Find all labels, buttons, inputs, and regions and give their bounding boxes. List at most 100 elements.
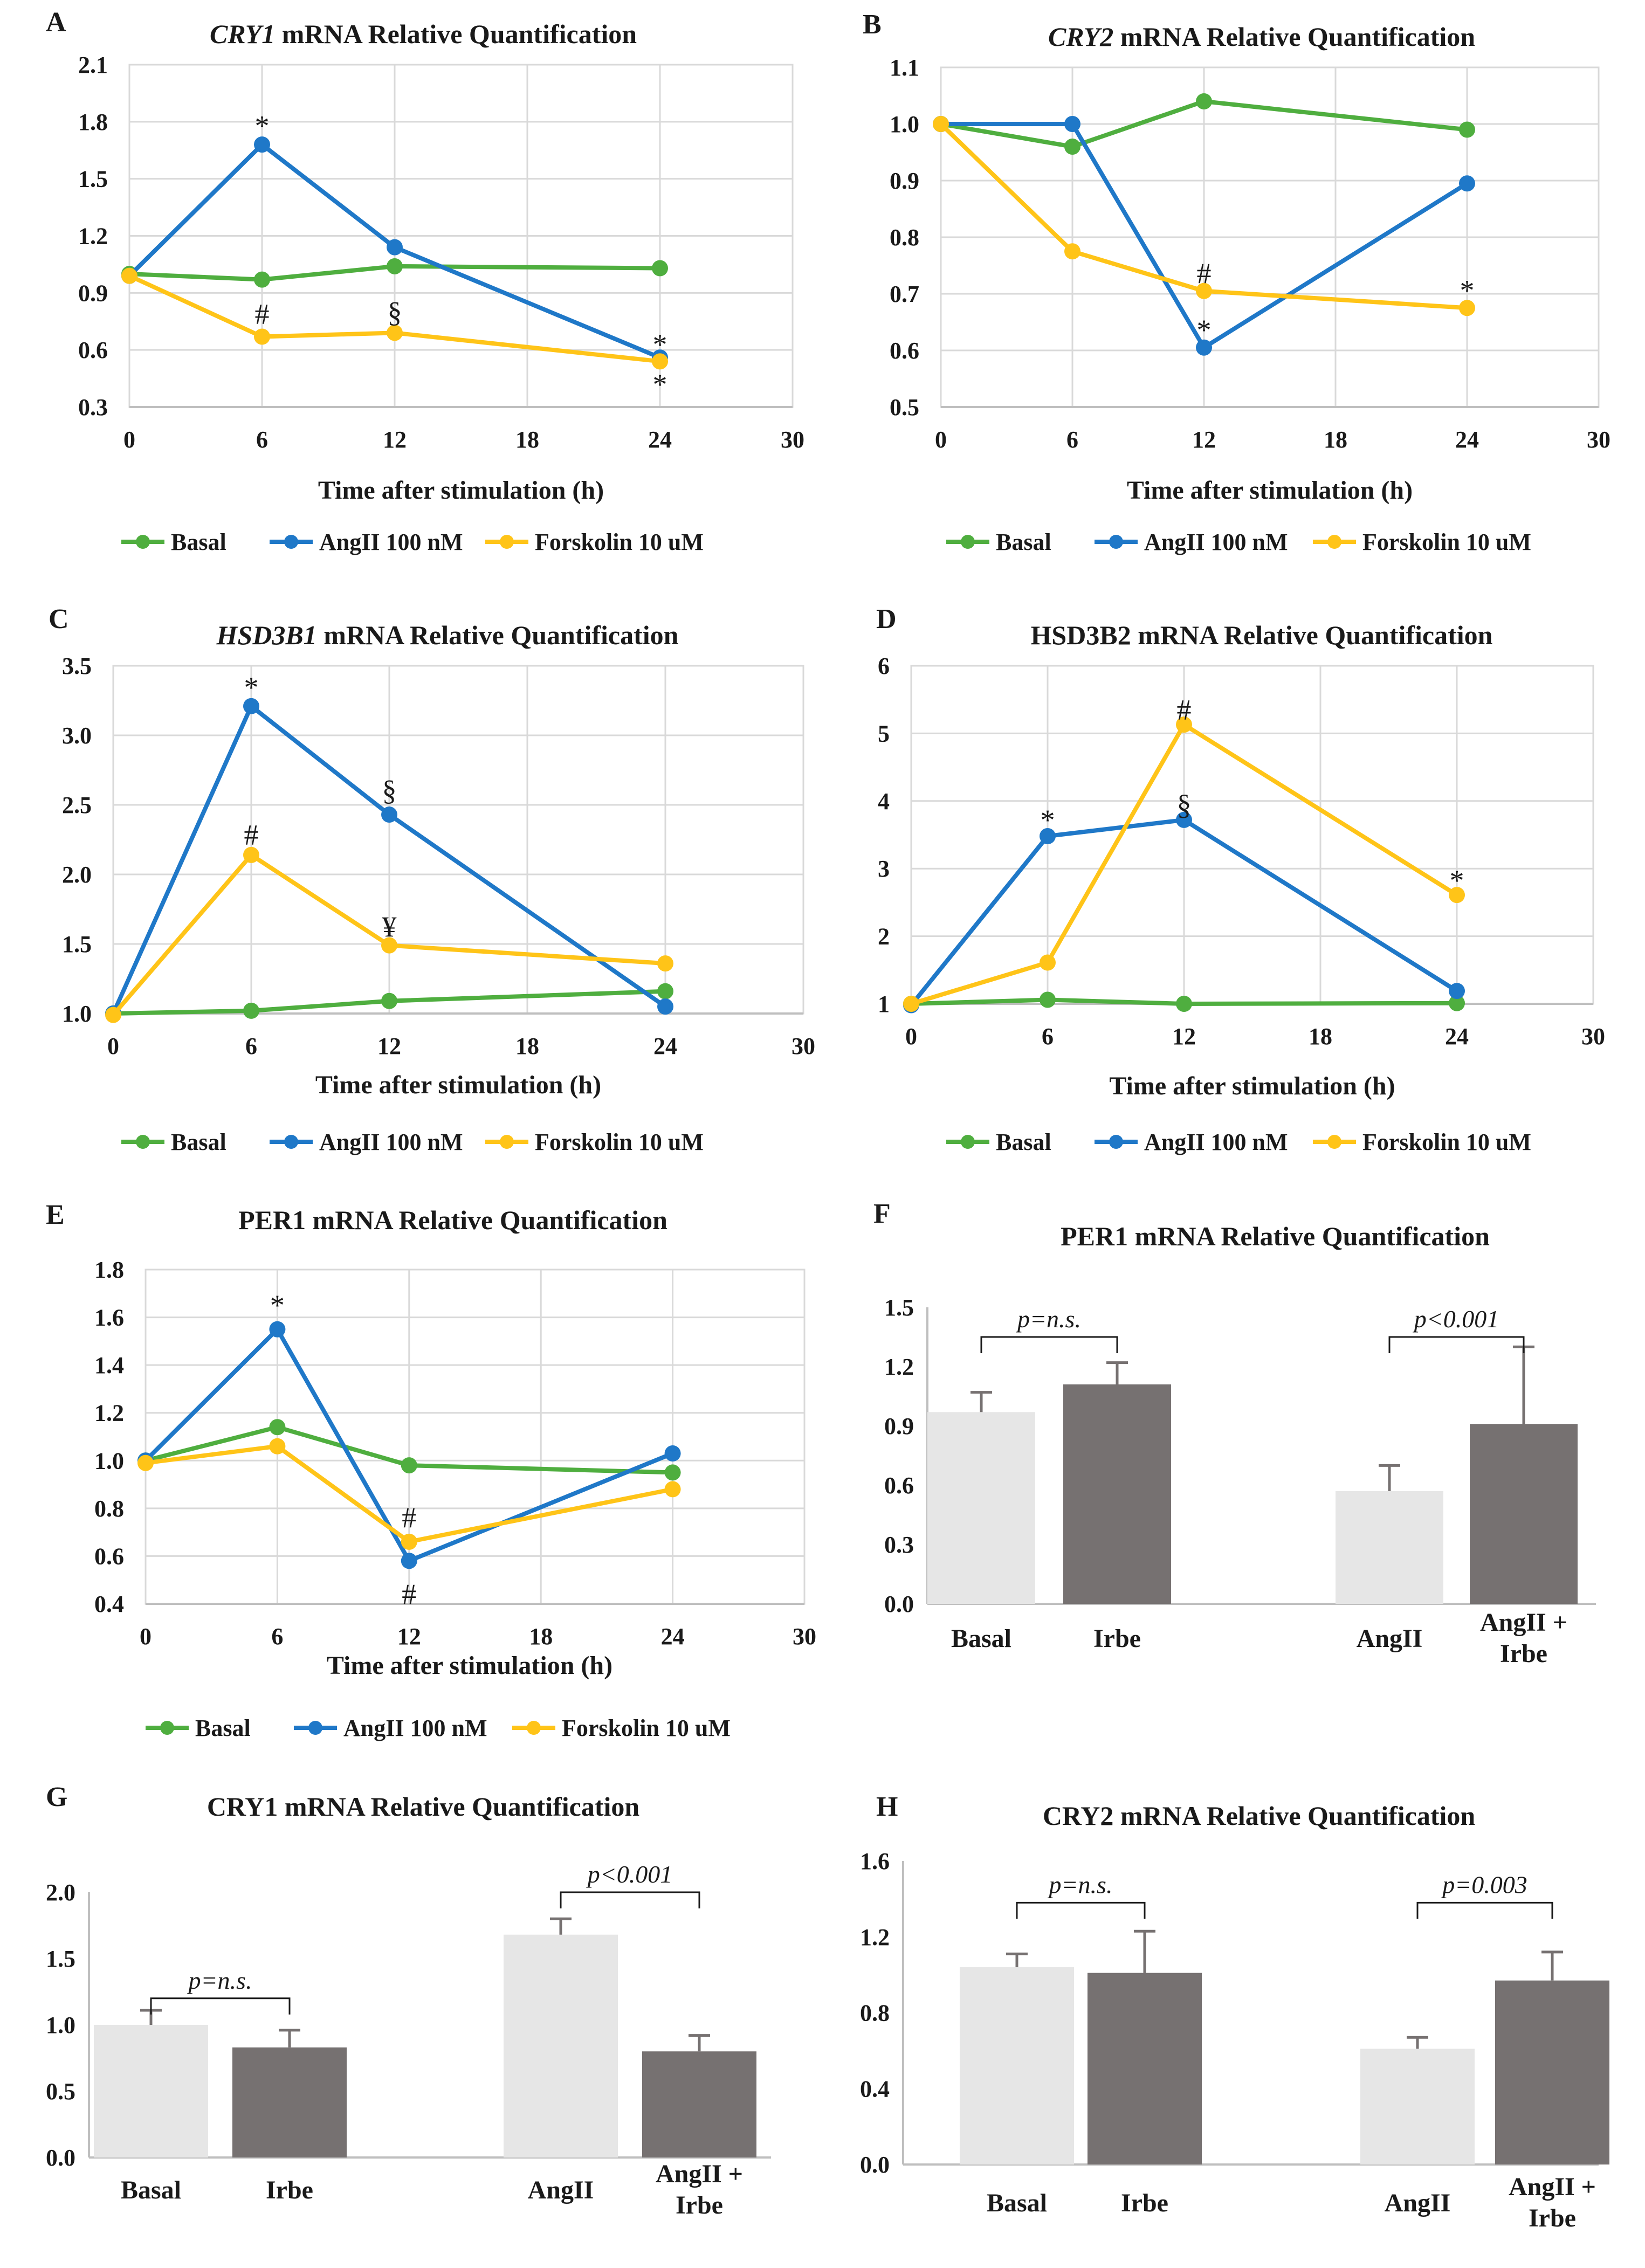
legend-marker — [500, 535, 514, 549]
x-tick-label: 30 — [781, 426, 804, 453]
bar — [232, 2047, 347, 2157]
x-tick-label: 12 — [1192, 426, 1216, 453]
legend: Basal AngII 100 nM Forskolin 10 uM — [946, 529, 1531, 555]
panel-label: A — [46, 7, 66, 38]
legend-marker — [500, 1135, 514, 1149]
data-point — [387, 258, 403, 274]
data-point — [1064, 139, 1080, 155]
bar — [642, 2051, 756, 2157]
bar-chart-g: G CRY1 mRNA Relative Quantification 0.0 0.5… — [46, 1782, 771, 2219]
y-tick-label: 0.6 — [890, 337, 919, 364]
data-point — [401, 1553, 417, 1569]
data-point — [1040, 828, 1056, 845]
significance-mark: # — [1177, 694, 1192, 726]
series-line-1 — [128, 142, 661, 360]
y-tick-label: 4 — [878, 788, 890, 815]
significance-mark: § — [1177, 788, 1192, 821]
comparison-bracket — [150, 1997, 291, 2015]
series-line-1 — [144, 1327, 674, 1563]
data-point — [1459, 121, 1475, 138]
y-tick-label: 3.0 — [62, 722, 92, 749]
data-point — [657, 955, 673, 972]
y-tick-label: 0.4 — [94, 1591, 124, 1617]
x-axis-title: Time after stimulation (h) — [1109, 1072, 1395, 1100]
plot-area — [112, 665, 804, 1015]
series-line-1 — [909, 817, 1458, 1007]
p-value-label: p<0.001 — [586, 1860, 673, 1888]
series-line-2 — [128, 273, 660, 364]
x-tick-label: 18 — [515, 1033, 539, 1059]
y-tick-label: 5 — [878, 720, 890, 747]
bar — [1063, 1384, 1171, 1604]
category-label: Basal — [951, 1624, 1011, 1653]
y-tick-label: 0.9 — [78, 280, 108, 306]
legend-marker — [1109, 1135, 1123, 1149]
data-point — [657, 983, 673, 999]
y-tick-label: 0.4 — [860, 2076, 890, 2102]
category-label-line2: Irbe — [1529, 2204, 1576, 2232]
p-value-label: p=n.s. — [1048, 1871, 1113, 1898]
panel-label: D — [876, 604, 897, 635]
chart-title: CRY1 mRNA Relative Quantification — [210, 19, 637, 49]
bar-chart-h: H CRY2 mRNA Relative Quantification 0.0 0.4… — [860, 1791, 1609, 2232]
data-point — [254, 328, 270, 345]
data-point — [652, 260, 668, 277]
category-label: AngII + Irbe — [1509, 2173, 1596, 2232]
chart-title: HSD3B1 mRNA Relative Quantification — [216, 620, 679, 650]
data-point — [121, 267, 137, 284]
y-tick-label: 1.2 — [860, 1924, 890, 1950]
y-tick-label: 0.3 — [884, 1532, 914, 1558]
y-tick-label: 3.5 — [62, 653, 92, 679]
bar — [1336, 1491, 1443, 1604]
legend-marker — [1109, 535, 1123, 549]
x-tick-label: 6 — [271, 1623, 283, 1650]
comparison-bracket — [1388, 1336, 1525, 1353]
data-point — [105, 1007, 121, 1023]
plot-area — [910, 665, 1594, 1005]
bar — [1088, 1973, 1202, 2164]
panel-label: F — [873, 1198, 891, 1229]
y-tick-label: 1.8 — [78, 109, 108, 135]
y-tick-label: 1.0 — [46, 2012, 75, 2038]
p-value-label: p=n.s. — [187, 1967, 252, 1994]
x-axis-title: Time after stimulation (h) — [1127, 476, 1413, 505]
significance-mark: * — [653, 368, 667, 401]
chart-title-rest: mRNA Relative Quantification — [1113, 22, 1475, 52]
category-label: AngII — [528, 2176, 594, 2204]
data-point — [1040, 954, 1056, 971]
significance-mark: * — [244, 671, 259, 704]
data-point — [664, 1445, 681, 1462]
legend-label: AngII 100 nM — [1144, 1129, 1288, 1155]
significance-mark: # — [402, 1501, 416, 1534]
data-point — [1459, 175, 1475, 192]
x-tick-label: 30 — [1581, 1023, 1605, 1050]
line-chart-c: C HSD3B1 mRNA Relative Quantification 1.0 1… — [49, 604, 815, 1155]
x-tick-label: 12 — [377, 1033, 401, 1059]
legend-marker — [1327, 1135, 1341, 1149]
data-point — [933, 116, 949, 132]
y-tick-label: 0.3 — [78, 394, 108, 420]
data-point — [1449, 983, 1465, 999]
y-tick-label: 1.0 — [94, 1447, 124, 1474]
series-line-0 — [129, 264, 660, 282]
y-tick-label: 1.8 — [94, 1257, 124, 1283]
x-tick-label: 18 — [1324, 426, 1347, 453]
data-point — [1176, 996, 1192, 1012]
legend: Basal AngII 100 nM Forskolin 10 uM — [121, 529, 704, 555]
panel-label: B — [863, 9, 882, 40]
data-point — [137, 1454, 154, 1471]
category-label: AngII + Irbe — [656, 2160, 743, 2219]
data-point — [652, 353, 668, 370]
x-axis-title: Time after stimulation (h) — [318, 476, 604, 505]
data-point — [1196, 282, 1212, 299]
data-point — [1064, 116, 1080, 132]
data-point — [387, 325, 403, 341]
x-tick-label: 30 — [791, 1033, 815, 1059]
y-tick-label: 0.0 — [860, 2152, 890, 2178]
data-point — [1459, 300, 1475, 316]
legend-label: Forskolin 10 uM — [1362, 1129, 1531, 1155]
y-tick-label: 2.0 — [46, 1879, 75, 1906]
y-tick-label: 1.2 — [884, 1354, 914, 1380]
y-tick-label: 1.0 — [890, 111, 919, 137]
series-line-2 — [939, 122, 1468, 311]
